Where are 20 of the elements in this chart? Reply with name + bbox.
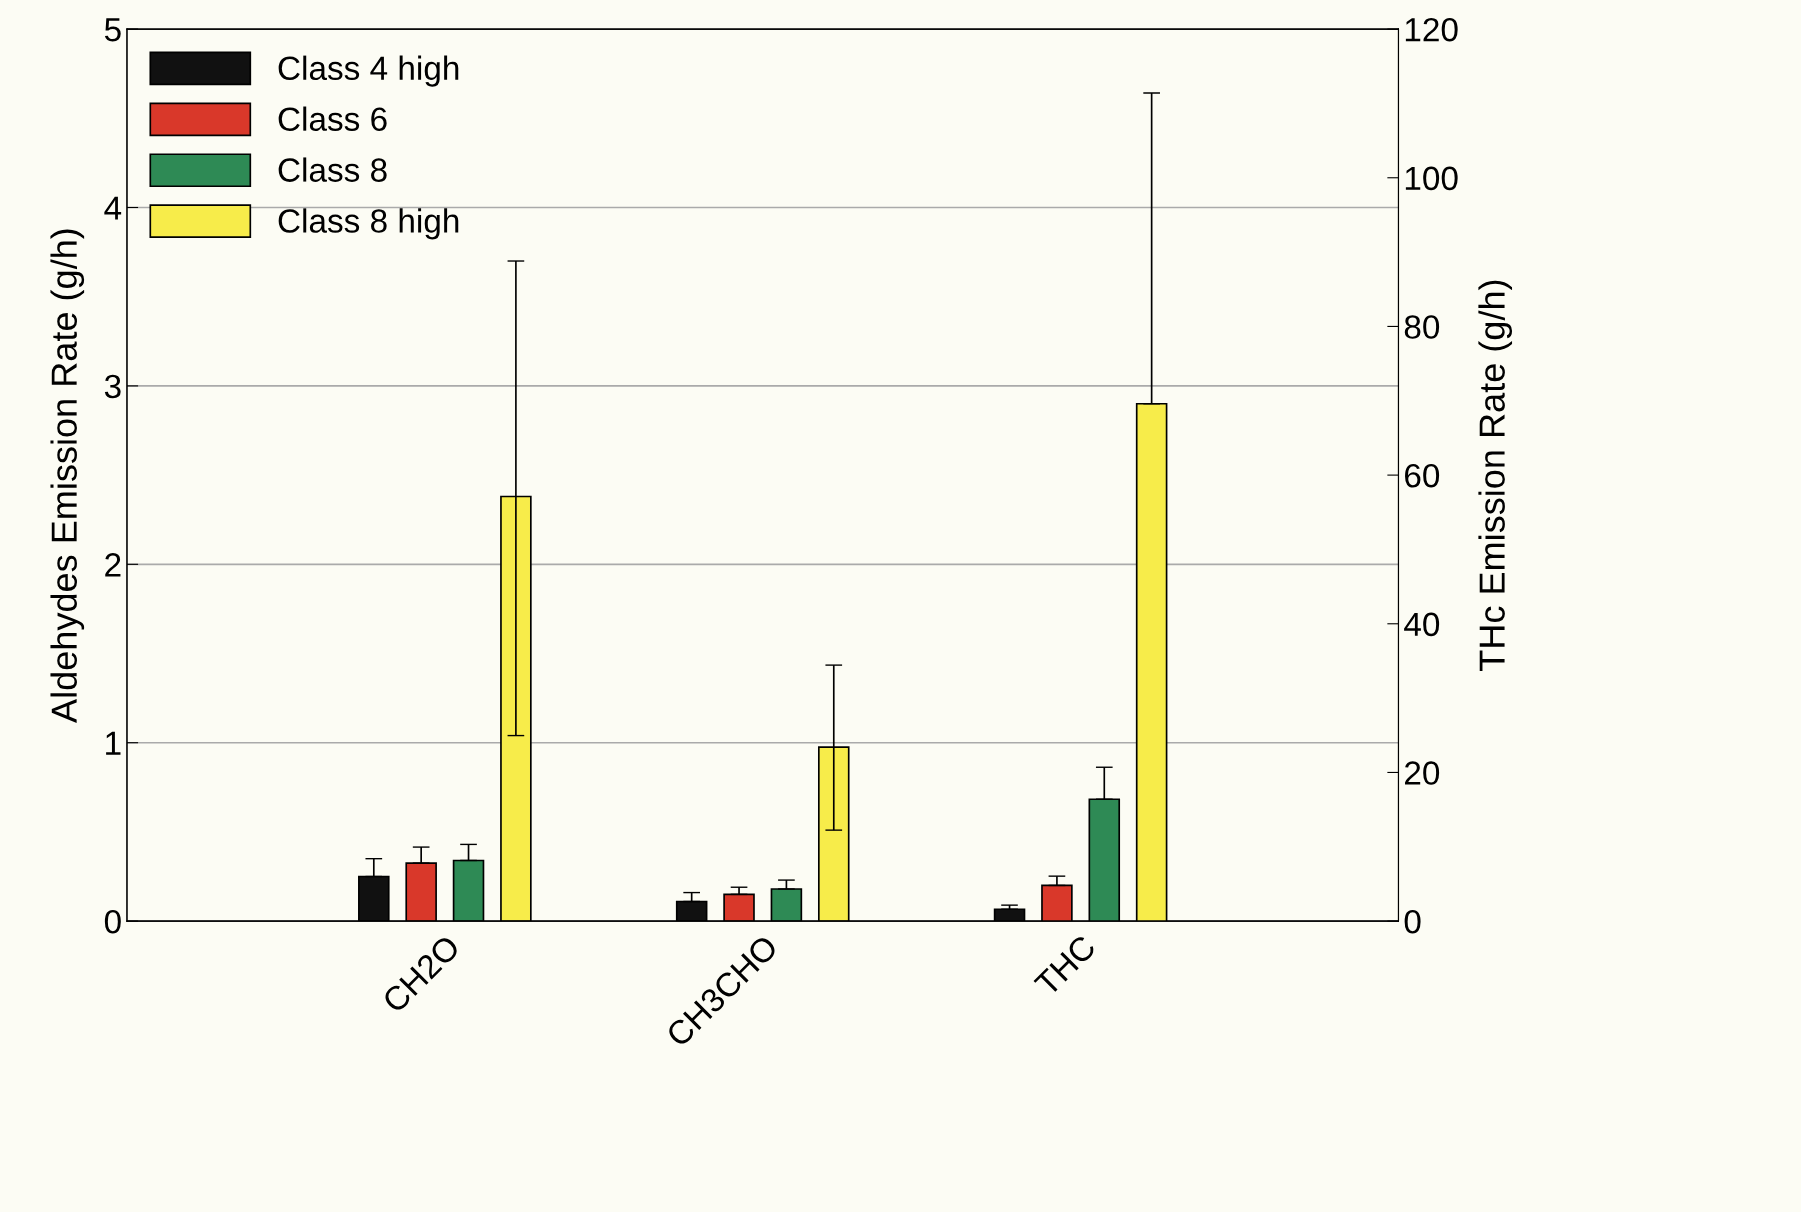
x-tick-label: THC <box>1033 933 1098 998</box>
y2-tick-label: 80 <box>1404 315 1440 339</box>
y-tick-label: 5 <box>104 18 121 42</box>
y2-tick-label: 40 <box>1404 612 1440 637</box>
y2-tick-label: 20 <box>1405 761 1440 785</box>
legend-label: Class 6 <box>278 106 387 131</box>
y2-tick-label: 60 <box>1405 463 1440 488</box>
y-tick-label: 0 <box>104 909 121 934</box>
y-tick-label: 1 <box>106 731 121 755</box>
y2-tick-label: 120 <box>1405 17 1458 42</box>
legend-label: Class 8 <box>278 157 387 182</box>
y-tick-label: 2 <box>105 553 121 577</box>
y-axis-title: Aldehydes Emission Rate (g/h) <box>50 229 85 723</box>
y2-axis-title: THc Emission Rate (g/h) <box>1478 280 1513 671</box>
y-tick-label: 3 <box>104 374 121 399</box>
y-tick-label: 4 <box>104 196 122 220</box>
legend-label: Class 4 high <box>278 55 459 87</box>
y2-tick-label: 0 <box>1404 909 1421 934</box>
y2-tick-label: 100 <box>1405 166 1458 191</box>
legend-label: Class 8 high <box>278 208 459 240</box>
